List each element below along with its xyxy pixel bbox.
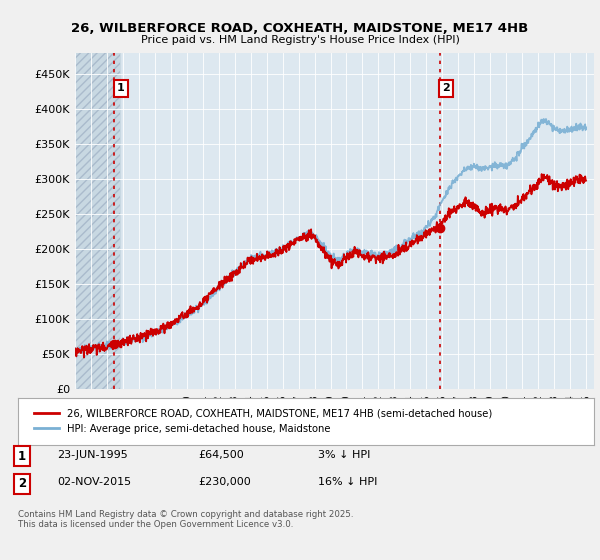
Text: £230,000: £230,000: [198, 477, 251, 487]
Text: Contains HM Land Registry data © Crown copyright and database right 2025.
This d: Contains HM Land Registry data © Crown c…: [18, 510, 353, 529]
Text: 1: 1: [117, 83, 125, 93]
Text: 1: 1: [18, 450, 26, 463]
Legend: 26, WILBERFORCE ROAD, COXHEATH, MAIDSTONE, ME17 4HB (semi-detached house), HPI: : 26, WILBERFORCE ROAD, COXHEATH, MAIDSTON…: [29, 404, 497, 439]
Text: £64,500: £64,500: [198, 450, 244, 460]
Text: 23-JUN-1995: 23-JUN-1995: [57, 450, 128, 460]
Text: 26, WILBERFORCE ROAD, COXHEATH, MAIDSTONE, ME17 4HB: 26, WILBERFORCE ROAD, COXHEATH, MAIDSTON…: [71, 22, 529, 35]
Text: 02-NOV-2015: 02-NOV-2015: [57, 477, 131, 487]
Text: 16% ↓ HPI: 16% ↓ HPI: [318, 477, 377, 487]
Text: 2: 2: [18, 477, 26, 490]
Text: 3% ↓ HPI: 3% ↓ HPI: [318, 450, 370, 460]
Text: Price paid vs. HM Land Registry's House Price Index (HPI): Price paid vs. HM Land Registry's House …: [140, 35, 460, 45]
Bar: [75, 53, 120, 389]
Text: 2: 2: [442, 83, 450, 93]
Bar: [75, 53, 120, 389]
